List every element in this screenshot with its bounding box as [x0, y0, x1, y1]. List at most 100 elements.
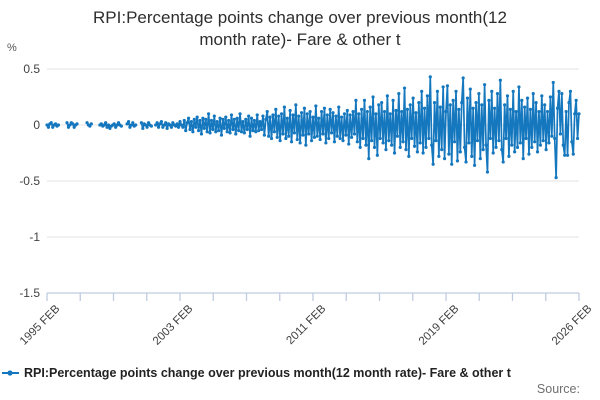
- data-point-marker: [404, 148, 408, 152]
- data-point-marker: [201, 116, 205, 120]
- data-point-marker: [511, 89, 515, 93]
- data-point-marker: [547, 141, 551, 145]
- data-point-marker: [208, 131, 212, 135]
- data-point-marker: [342, 112, 347, 116]
- data-point-marker: [401, 140, 405, 144]
- data-point-marker: [361, 136, 365, 141]
- legend[interactable]: RPI:Percentage points change over previo…: [2, 365, 598, 381]
- data-point-marker: [258, 120, 262, 124]
- data-point-marker: [400, 109, 404, 114]
- data-point-marker: [418, 141, 422, 145]
- data-point-marker: [563, 153, 567, 157]
- data-point-marker: [391, 98, 395, 102]
- data-point-marker: [427, 136, 431, 141]
- data-point-marker: [221, 117, 225, 121]
- data-point-marker: [438, 105, 442, 109]
- data-point-marker: [362, 98, 367, 102]
- data-point-marker: [319, 109, 324, 114]
- data-point-marker: [222, 126, 226, 130]
- data-point-marker: [56, 123, 61, 127]
- data-point-marker: [224, 115, 228, 119]
- data-point-marker: [575, 136, 580, 141]
- data-point-marker: [432, 101, 437, 105]
- data-point-marker: [374, 112, 378, 116]
- data-point-marker: [505, 94, 510, 98]
- data-point-marker: [272, 130, 276, 134]
- data-point-marker: [543, 103, 547, 107]
- data-point-marker: [355, 140, 359, 144]
- data-point-marker: [480, 103, 484, 107]
- data-point-marker: [451, 98, 455, 102]
- y-tick-label: -0.5: [19, 174, 40, 188]
- y-tick-label: 0.5: [23, 62, 40, 76]
- data-point-marker: [245, 127, 249, 132]
- data-point-marker: [261, 114, 265, 118]
- data-point-marker: [112, 122, 116, 126]
- data-point-marker: [255, 113, 259, 117]
- data-point-marker: [289, 140, 294, 144]
- data-point-marker: [354, 98, 358, 102]
- data-point-marker: [298, 141, 302, 145]
- data-point-marker: [435, 89, 440, 93]
- data-point-marker: [312, 135, 317, 139]
- data-point-marker: [214, 130, 218, 134]
- data-point-marker: [481, 148, 485, 152]
- data-point-marker: [155, 121, 159, 125]
- data-point-marker: [184, 129, 188, 133]
- data-point-marker: [217, 129, 221, 133]
- data-point-marker: [360, 107, 364, 111]
- y-tick-label: -1: [29, 230, 40, 244]
- data-point-marker: [262, 133, 266, 137]
- data-point-marker: [544, 148, 548, 152]
- data-point-marker: [134, 123, 138, 127]
- data-point-marker: [164, 121, 168, 125]
- data-point-marker: [434, 139, 438, 143]
- data-point-marker: [314, 104, 318, 108]
- data-point-marker: [494, 145, 498, 149]
- data-point-marker: [574, 98, 578, 102]
- data-point-marker: [421, 151, 425, 155]
- data-series-line: [46, 75, 580, 179]
- data-point-marker: [553, 136, 557, 141]
- data-point-marker: [334, 114, 338, 118]
- data-point-marker: [282, 105, 286, 109]
- data-point-marker: [571, 152, 575, 156]
- data-point-marker: [395, 134, 399, 138]
- data-point-marker: [231, 127, 235, 132]
- data-point-marker: [428, 75, 432, 79]
- data-point-marker: [488, 136, 492, 141]
- data-point-marker: [259, 127, 264, 132]
- data-point-marker: [268, 115, 272, 119]
- data-point-marker: [288, 108, 292, 113]
- data-point-marker: [525, 96, 530, 100]
- legend-series-label: RPI:Percentage points change over previo…: [24, 366, 511, 380]
- data-point-marker: [249, 116, 254, 120]
- data-point-marker: [267, 134, 271, 138]
- data-point-marker: [495, 92, 500, 96]
- data-point-marker: [381, 141, 385, 145]
- data-point-marker: [351, 109, 355, 114]
- data-point-marker: [277, 114, 281, 118]
- data-point-marker: [397, 92, 401, 96]
- data-point-marker: [514, 109, 518, 114]
- data-point-marker: [430, 143, 434, 147]
- data-point-marker: [307, 132, 311, 136]
- data-point-marker: [244, 117, 248, 121]
- data-point-marker: [235, 116, 239, 120]
- data-point-marker: [352, 132, 357, 136]
- data-point-marker: [465, 96, 470, 100]
- data-point-marker: [500, 148, 504, 152]
- data-point-marker: [441, 85, 445, 89]
- data-point-marker: [274, 107, 278, 111]
- data-point-marker: [271, 113, 275, 117]
- data-point-marker: [176, 125, 181, 129]
- data-point-marker: [186, 116, 191, 120]
- data-point-marker: [239, 130, 244, 134]
- data-point-marker: [382, 109, 387, 114]
- data-point-marker: [159, 120, 164, 124]
- data-point-marker: [285, 116, 289, 120]
- data-point-marker: [327, 136, 331, 141]
- data-point-marker: [275, 135, 279, 139]
- data-point-marker: [568, 89, 573, 93]
- data-point-marker: [199, 132, 204, 136]
